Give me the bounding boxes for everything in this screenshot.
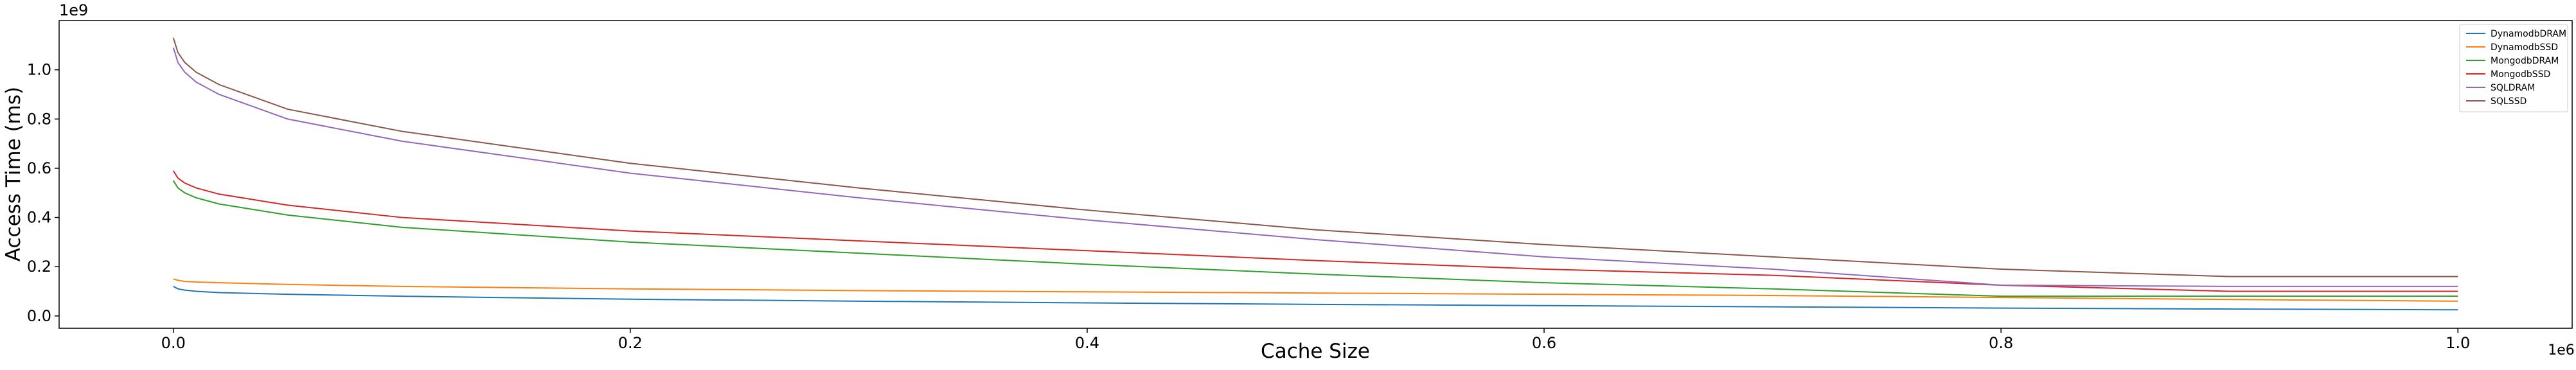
y-tick-label: 1.0 [27,61,51,79]
legend-label: SQLSSD [2491,96,2527,107]
legend-label: SQLDRAM [2491,83,2535,93]
series-line-mongodbssd [172,170,2458,292]
x-tick-label: 1.0 [2446,334,2470,352]
series-line-mongodbdram [172,180,2458,297]
x-tick-label: 0.4 [1075,334,1099,352]
plot-frame [58,20,2573,329]
x-tick-label: 0.6 [1532,334,1556,352]
legend: DynamodbDRAM DynamodbSSD MongodbDRAM Mongod… [2459,24,2568,112]
series-line-dynamodbdram [173,285,2458,311]
y-axis-label: Access Time (ms) [2,87,25,261]
legend-label: MongodbDRAM [2491,56,2559,66]
series-line-sqldram [172,47,2458,287]
legend-box [2459,24,2568,112]
y-axis: 0.0 0.2 0.4 0.6 0.8 1.0 [27,61,59,325]
x-axis-label: Cache Size [1261,340,1370,363]
y-tick-label: 0.6 [27,159,51,177]
plot-area [59,21,2572,328]
y-tick-label: 0.2 [27,258,51,276]
y-tick-label: 0.4 [27,209,51,227]
legend-label: MongodbSSD [2491,69,2550,80]
x-tick-label: 0.2 [618,334,643,352]
legend-label: DynamodbDRAM [2491,29,2566,39]
series-line-dynamodbssd [173,278,2458,302]
x-offset-label: 1e6 [2548,342,2575,358]
x-tick-label: 0.0 [161,334,186,352]
y-tick-label: 0.0 [27,307,51,325]
x-axis: 0.0 0.2 0.4 0.6 0.8 1.0 [161,328,2470,352]
y-offset-label: 1e9 [59,1,88,19]
x-tick-label: 0.8 [1989,334,2013,352]
series-lines [172,37,2458,311]
legend-label: DynamodbSSD [2491,42,2558,53]
series-line-sqlssd [172,37,2458,278]
y-tick-label: 0.8 [27,110,51,128]
